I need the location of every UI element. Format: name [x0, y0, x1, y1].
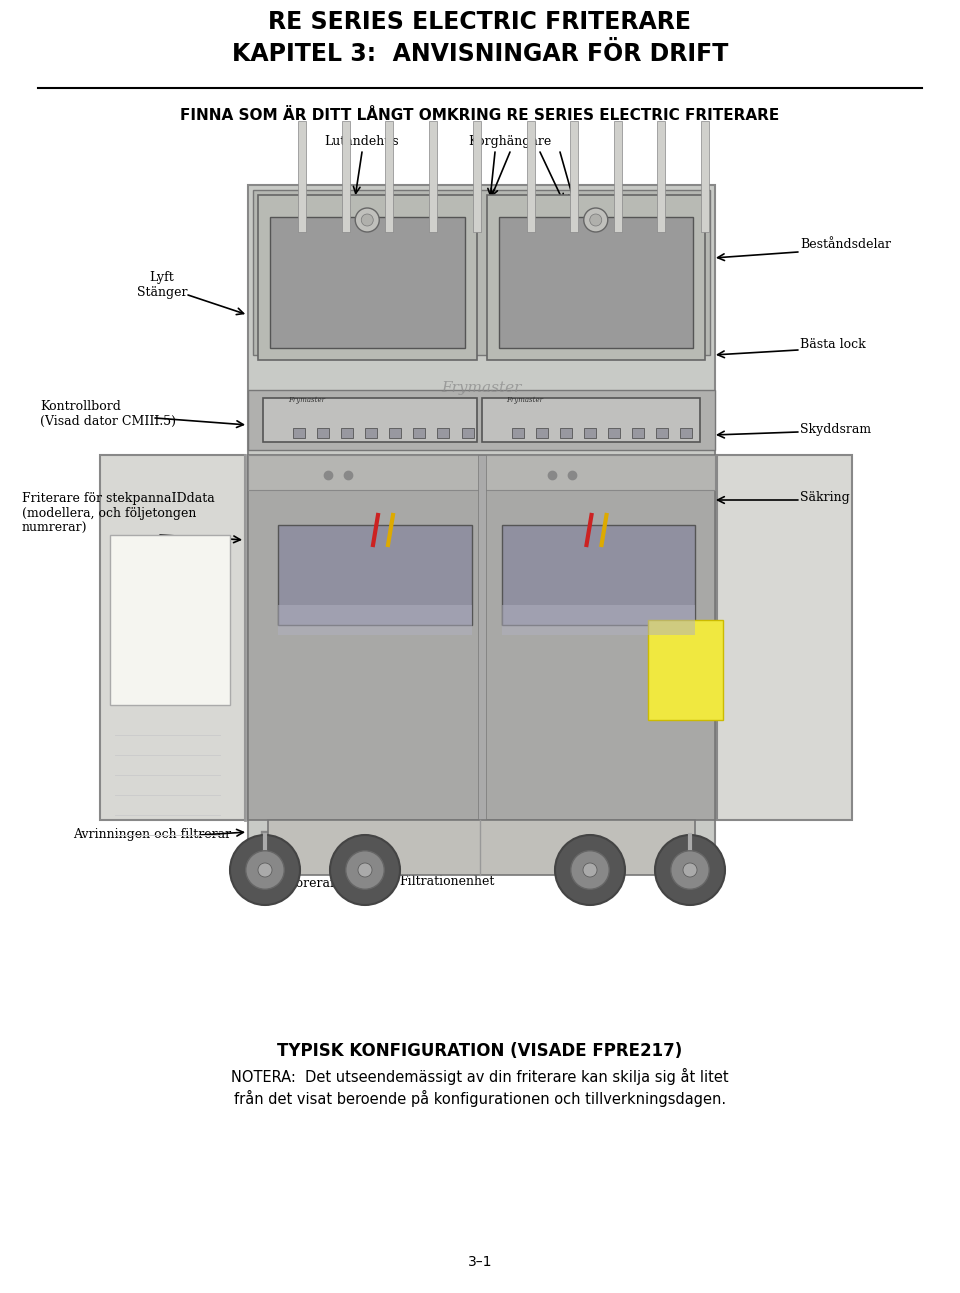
Circle shape — [655, 835, 725, 905]
Bar — [248, 455, 715, 490]
Bar — [462, 428, 473, 438]
Bar — [100, 455, 245, 820]
Circle shape — [671, 851, 709, 890]
Bar — [632, 428, 644, 438]
Bar — [487, 195, 705, 359]
Bar — [498, 217, 693, 348]
Bar — [317, 428, 329, 438]
Bar — [526, 122, 535, 231]
Text: TYPISK KONFIGURATION (VISADE FPRE217): TYPISK KONFIGURATION (VISADE FPRE217) — [277, 1042, 683, 1060]
Bar — [438, 428, 449, 438]
Text: RE SERIES ELECTRIC FRITERARE: RE SERIES ELECTRIC FRITERARE — [269, 10, 691, 34]
Text: Avrinningen och filtrerar: Avrinningen och filtrerar — [73, 828, 231, 840]
Text: Korghängare: Korghängare — [468, 134, 552, 147]
Text: Filtrera
panorerar: Filtrera panorerar — [273, 862, 337, 890]
Text: NOTERA:  Det utseendemässigt av din friterare kan skilja sig åt litet: NOTERA: Det utseendemässigt av din frite… — [231, 1068, 729, 1085]
Text: Lyft
Stänger: Lyft Stänger — [136, 272, 187, 299]
Bar — [248, 390, 715, 450]
Bar — [501, 605, 695, 635]
Text: Lutandehus: Lutandehus — [324, 134, 399, 147]
Bar — [385, 122, 394, 231]
Bar — [429, 122, 437, 231]
Circle shape — [555, 835, 625, 905]
Bar — [278, 605, 471, 635]
Text: Frymaster: Frymaster — [507, 396, 543, 403]
Circle shape — [571, 851, 610, 890]
Bar — [613, 122, 622, 231]
Circle shape — [355, 208, 379, 231]
Bar — [648, 621, 723, 720]
Bar — [110, 535, 230, 705]
Text: Säkring: Säkring — [800, 491, 850, 504]
Circle shape — [683, 862, 697, 877]
Bar — [263, 398, 476, 442]
Circle shape — [361, 215, 373, 226]
Bar — [278, 525, 471, 625]
Text: KAPITEL 3:  ANVISNINGAR FÖR DRIFT: KAPITEL 3: ANVISNINGAR FÖR DRIFT — [231, 41, 729, 66]
Bar — [658, 122, 665, 231]
Bar — [258, 195, 476, 359]
Bar — [341, 428, 353, 438]
Bar — [680, 428, 692, 438]
Circle shape — [346, 851, 384, 890]
Bar — [270, 217, 465, 348]
Bar — [512, 428, 523, 438]
Text: Avrinning: Avrinning — [600, 846, 661, 859]
Bar — [414, 428, 425, 438]
Text: Beståndsdelar: Beståndsdelar — [800, 238, 891, 252]
Text: 3–1: 3–1 — [468, 1256, 492, 1268]
Text: Frymaster: Frymaster — [442, 381, 521, 394]
Bar — [536, 428, 547, 438]
Circle shape — [589, 215, 602, 226]
Text: FootPrint Pro
Inbyggd
Filtrationenhet: FootPrint Pro Inbyggd Filtrationenhet — [399, 846, 494, 888]
Bar — [608, 428, 620, 438]
Bar — [248, 185, 715, 870]
Bar — [268, 820, 695, 875]
Text: Friterare för stekpannaIDdata
(modellera, och följetongen
numrerar): Friterare för stekpannaIDdata (modellera… — [22, 493, 215, 535]
Bar — [365, 428, 377, 438]
Bar — [477, 455, 486, 820]
Bar — [293, 428, 305, 438]
Bar — [298, 122, 306, 231]
Bar — [717, 455, 852, 820]
Text: Frymaster: Frymaster — [288, 396, 325, 403]
Circle shape — [358, 862, 372, 877]
Text: Bästa lock: Bästa lock — [800, 339, 866, 352]
Text: från det visat beroende på konfigurationen och tillverkningsdagen.: från det visat beroende på konfiguration… — [234, 1090, 726, 1107]
Bar — [248, 455, 715, 820]
Bar — [472, 122, 481, 231]
Circle shape — [584, 208, 608, 231]
Bar — [482, 398, 700, 442]
Circle shape — [230, 835, 300, 905]
Bar — [570, 122, 578, 231]
Text: Kontrollbord
(Visad dator CMIII.5): Kontrollbord (Visad dator CMIII.5) — [40, 400, 176, 428]
Circle shape — [258, 862, 272, 877]
Bar — [584, 428, 596, 438]
Text: FINNA SOM ÄR DITT LÅNGT OMKRING RE SERIES ELECTRIC FRITERARE: FINNA SOM ÄR DITT LÅNGT OMKRING RE SERIE… — [180, 109, 780, 123]
Bar — [342, 122, 349, 231]
Circle shape — [583, 862, 597, 877]
Circle shape — [246, 851, 284, 890]
Bar — [560, 428, 571, 438]
Bar — [656, 428, 668, 438]
Bar — [253, 190, 710, 356]
Bar — [501, 525, 695, 625]
Text: Skyddsram: Skyddsram — [800, 424, 871, 437]
Circle shape — [330, 835, 400, 905]
Bar — [390, 428, 401, 438]
Bar — [701, 122, 709, 231]
